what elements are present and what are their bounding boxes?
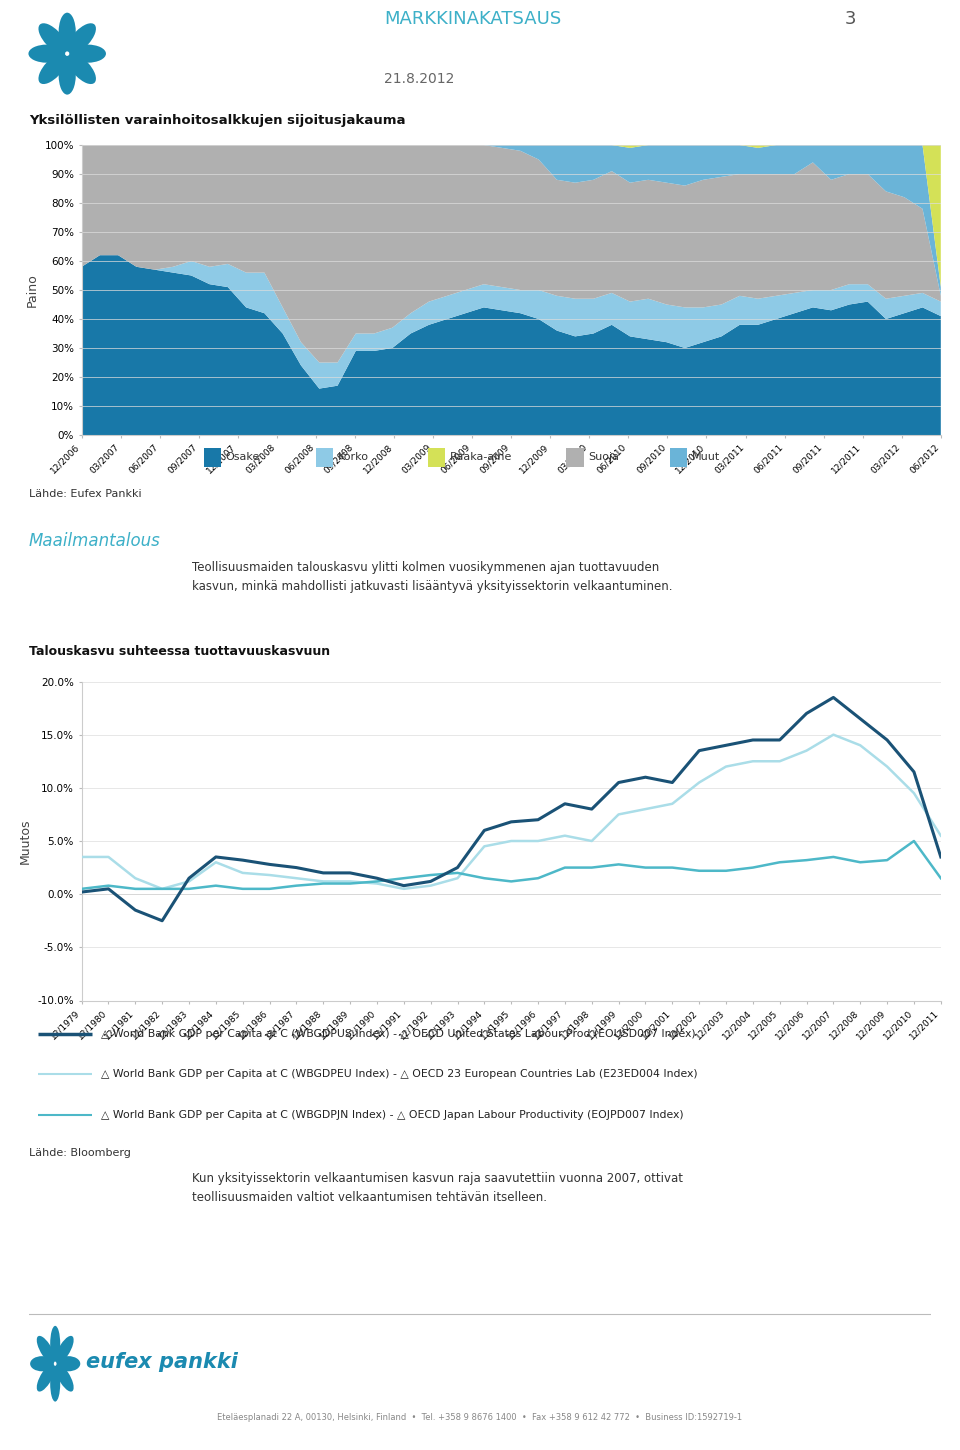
Text: Lähde: Eufex Pankki: Lähde: Eufex Pankki <box>29 490 141 499</box>
Text: Teollisuusmaiden talouskasvu ylitti kolmen vuosikymmenen ajan tuottavuuden
kasvu: Teollisuusmaiden talouskasvu ylitti kolm… <box>192 561 673 593</box>
Ellipse shape <box>56 1364 74 1392</box>
Ellipse shape <box>67 54 96 84</box>
Text: Kun yksityissektorin velkaantumisen kasvun raja saavutettiin vuonna 2007, ottiva: Kun yksityissektorin velkaantumisen kasv… <box>192 1172 683 1204</box>
Text: MARKKINAKATSAUS: MARKKINAKATSAUS <box>384 10 562 28</box>
Text: Korko: Korko <box>338 452 369 463</box>
Text: Suoja: Suoja <box>588 452 619 463</box>
Ellipse shape <box>36 1364 55 1392</box>
Text: 3: 3 <box>845 10 856 28</box>
Text: Talouskasvu suhteessa tuottavuuskasvuun: Talouskasvu suhteessa tuottavuuskasvuun <box>29 645 330 657</box>
Text: eufex pankki: eufex pankki <box>86 1353 238 1372</box>
Text: Muut: Muut <box>691 452 720 463</box>
Text: Eteläesplanadi 22 A, 00130, Helsinki, Finland  •  Tel. +358 9 8676 1400  •  Fax : Eteläesplanadi 22 A, 00130, Helsinki, Fi… <box>217 1412 743 1422</box>
Ellipse shape <box>29 45 65 62</box>
Ellipse shape <box>57 1356 81 1372</box>
Ellipse shape <box>59 13 76 52</box>
Ellipse shape <box>36 1335 55 1363</box>
Text: Yksilöllisten varainhoitosalkkujen sijoitusjakauma: Yksilöllisten varainhoitosalkkujen sijoi… <box>29 115 405 126</box>
Text: △ World Bank GDP per Capita at C (WBGDPEU Index) - △ OECD 23 European Countries : △ World Bank GDP per Capita at C (WBGDPE… <box>101 1070 698 1079</box>
Ellipse shape <box>30 1356 54 1372</box>
Y-axis label: Paino: Paino <box>26 273 39 307</box>
Text: Lähde: Bloomberg: Lähde: Bloomberg <box>29 1148 131 1157</box>
Bar <box>428 448 445 467</box>
Text: Osake: Osake <box>225 452 259 463</box>
Ellipse shape <box>38 54 67 84</box>
Text: Maailmantalous: Maailmantalous <box>29 532 160 550</box>
Ellipse shape <box>50 1325 60 1362</box>
Text: △ World Bank GDP per Capita at C (WBGDPJN Index) - △ OECD Japan Labour Productiv: △ World Bank GDP per Capita at C (WBGDPJ… <box>101 1111 684 1121</box>
Bar <box>670 448 687 467</box>
Bar <box>204 448 221 467</box>
Ellipse shape <box>59 55 76 94</box>
Text: 21.8.2012: 21.8.2012 <box>384 72 454 86</box>
Ellipse shape <box>50 1366 60 1402</box>
Bar <box>566 448 584 467</box>
Ellipse shape <box>56 1335 74 1363</box>
Ellipse shape <box>67 23 96 54</box>
Ellipse shape <box>38 23 67 54</box>
Text: Raaka-aine: Raaka-aine <box>449 452 512 463</box>
Text: △ World Bank GDP per Capita at C (WBGDPUS Index) - △ OECD United States Labour P: △ World Bank GDP per Capita at C (WBGDPU… <box>101 1028 696 1038</box>
Y-axis label: Muutos: Muutos <box>19 818 32 864</box>
Ellipse shape <box>69 45 106 62</box>
Bar <box>316 448 333 467</box>
